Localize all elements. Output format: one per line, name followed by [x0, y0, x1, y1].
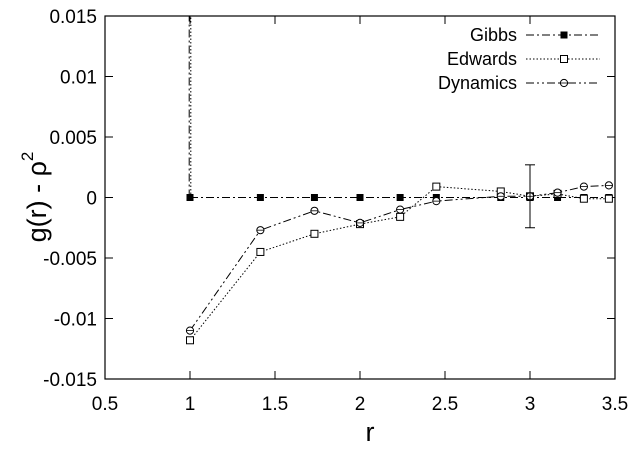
x-tick-label: 1	[185, 394, 196, 415]
x-tick-label: 3	[525, 394, 536, 415]
x-tick-label: 2.5	[432, 394, 458, 415]
legend-item-gibbs: Gibbs	[470, 25, 600, 45]
data-point	[579, 182, 588, 191]
data-point	[256, 247, 265, 256]
y-tick-label: 0	[86, 189, 97, 210]
legend-item-edwards: Edwards	[447, 49, 600, 69]
data-point	[256, 194, 264, 201]
data-point	[310, 194, 318, 201]
legend-item-dynamics: Dynamics	[438, 73, 600, 93]
data-point	[310, 206, 319, 215]
y-tick-label: 0.01	[60, 68, 97, 89]
data-point	[432, 182, 441, 191]
legend-marker	[560, 31, 568, 39]
data-point	[396, 194, 404, 201]
series-dynamics	[185, 181, 613, 335]
y-tick-label: 0.015	[49, 7, 97, 28]
series-line	[189, 186, 609, 341]
legend-label: Edwards	[447, 49, 517, 69]
legend-marker	[559, 78, 569, 88]
data-point	[579, 194, 588, 203]
data-point	[396, 212, 405, 221]
y-axis-title-main: g(r) - ρ	[22, 161, 52, 242]
data-point	[604, 181, 613, 190]
y-tick-labels: -0.015 -0.01 -0.005 0 0.005 0.01 0.015	[43, 7, 97, 391]
data-point	[553, 188, 562, 197]
y-axis-title-superscript: 2	[18, 152, 37, 161]
data-point	[186, 336, 194, 345]
legend-label: Dynamics	[438, 73, 517, 93]
legend-marker	[560, 55, 568, 63]
y-tick-label: -0.005	[43, 249, 97, 270]
x-tick-label: 0.5	[92, 394, 118, 415]
x-tick-label: 2	[355, 394, 366, 415]
y-tick-label: 0.005	[49, 128, 97, 149]
data-point	[432, 197, 441, 206]
legend-label: Gibbs	[470, 25, 517, 45]
x-axis-title: r	[366, 417, 375, 447]
data-point	[310, 229, 319, 238]
y-tick-label: -0.015	[43, 370, 97, 391]
legend: Gibbs Edwards Dynamics	[438, 25, 600, 93]
data-point	[496, 192, 505, 201]
series-layer	[185, 16, 613, 345]
data-point	[604, 194, 613, 203]
x-tick-label: 3.5	[602, 394, 628, 415]
data-point	[185, 326, 195, 335]
y-tick-label: -0.01	[54, 310, 97, 331]
x-tick-labels: 0.5 1 1.5 2 2.5 3 3.5	[92, 394, 628, 415]
data-point	[355, 218, 365, 228]
x-tick-label: 1.5	[262, 394, 288, 415]
data-point	[396, 205, 405, 214]
data-point	[186, 194, 194, 201]
data-point	[356, 194, 364, 201]
data-point	[256, 226, 265, 235]
y-axis-title: g(r) - ρ2	[18, 152, 52, 243]
